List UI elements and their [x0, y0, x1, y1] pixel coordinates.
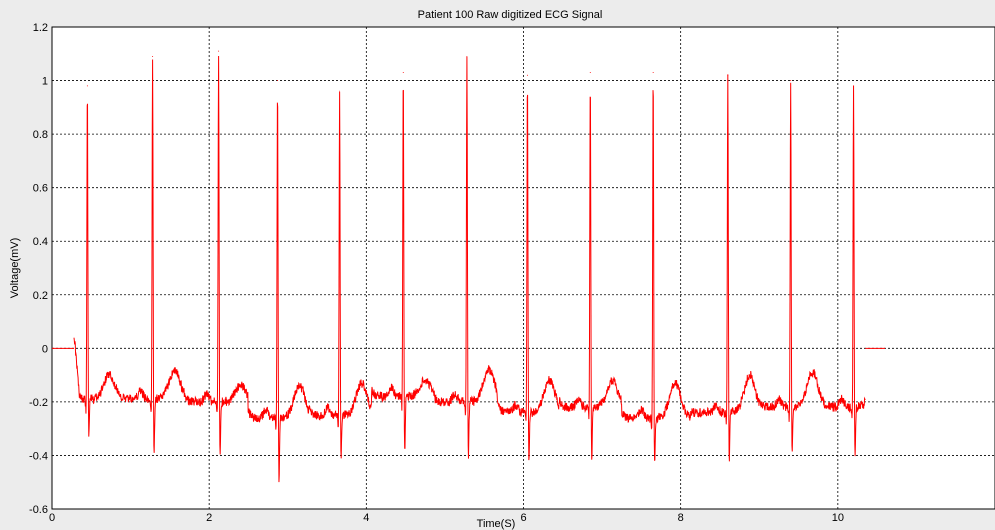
r-peak-point [589, 72, 591, 74]
r-peak-point [277, 80, 279, 82]
ecg-signal-line [73, 56, 866, 483]
y-axis-label: Voltage(mV) [9, 238, 21, 299]
r-peak-point [339, 90, 341, 92]
x-tick-label: 10 [832, 512, 844, 524]
y-tick-label: -0.4 [29, 450, 48, 462]
axis-ticks: 0 2 4 6 8 10 -0.6 -0.4 -0.2 0 0.2 0.4 0.6 0.8 1 1.2 [29, 22, 844, 524]
r-peak-point [526, 74, 528, 76]
r-peak-point [86, 85, 88, 87]
x-tick-label: 6 [520, 512, 526, 524]
chart-title: Patient 100 Raw digitized ECG Signal [418, 9, 603, 21]
r-peak-point [652, 72, 654, 74]
y-tick-label: 0 [42, 343, 48, 355]
x-tick-label: 2 [206, 512, 212, 524]
x-tick-label: 4 [363, 512, 369, 524]
x-tick-label: 0 [49, 512, 55, 524]
y-tick-label: 0.2 [33, 290, 48, 302]
y-tick-label: 0.4 [33, 236, 48, 248]
y-tick-label: 1 [42, 76, 48, 88]
y-tick-label: -0.6 [29, 504, 48, 516]
ecg-series [52, 50, 885, 483]
x-tick-label: 8 [678, 512, 684, 524]
r-peak-point [466, 55, 468, 57]
r-peak-point [790, 80, 792, 82]
r-peak-point [853, 85, 855, 87]
r-peak-point [727, 74, 729, 76]
y-tick-label: 0.6 [33, 183, 48, 195]
y-tick-label: -0.2 [29, 397, 48, 409]
y-tick-label: 0.8 [33, 129, 48, 141]
r-peak-point [152, 55, 154, 57]
y-tick-label: 1.2 [33, 22, 48, 34]
r-peak-point [402, 72, 404, 74]
x-axis-label: Time(S) [477, 518, 516, 530]
r-peak-point [218, 50, 220, 52]
